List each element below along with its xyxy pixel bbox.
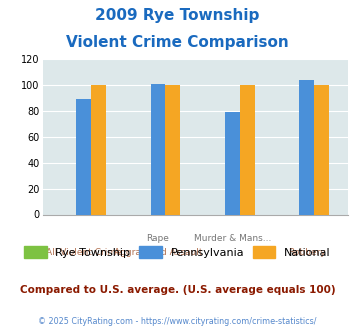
- Text: Aggravated Assault: Aggravated Assault: [114, 248, 202, 257]
- Text: 2009 Rye Township: 2009 Rye Township: [95, 8, 260, 23]
- Text: © 2025 CityRating.com - https://www.cityrating.com/crime-statistics/: © 2025 CityRating.com - https://www.city…: [38, 317, 317, 326]
- Text: Rape: Rape: [147, 234, 169, 243]
- Legend: Rye Township, Pennsylvania, National: Rye Township, Pennsylvania, National: [24, 247, 331, 258]
- Text: Violent Crime Comparison: Violent Crime Comparison: [66, 35, 289, 50]
- Bar: [91, 85, 106, 214]
- Text: All Violent Crime: All Violent Crime: [46, 248, 121, 257]
- Text: Murder & Mans...: Murder & Mans...: [194, 234, 271, 243]
- Bar: [151, 84, 165, 214]
- Bar: [240, 85, 255, 214]
- Text: Compared to U.S. average. (U.S. average equals 100): Compared to U.S. average. (U.S. average …: [20, 285, 335, 295]
- Bar: [315, 85, 329, 214]
- Bar: [225, 113, 240, 214]
- Bar: [76, 99, 91, 214]
- Text: Robbery: Robbery: [288, 248, 326, 257]
- Bar: [300, 80, 315, 214]
- Bar: [165, 85, 180, 214]
